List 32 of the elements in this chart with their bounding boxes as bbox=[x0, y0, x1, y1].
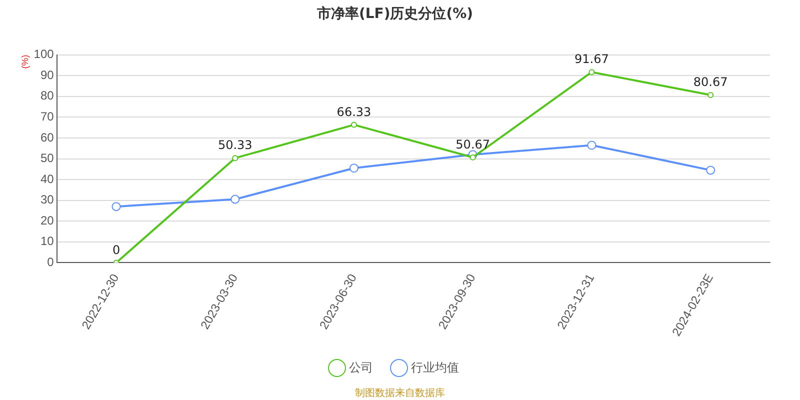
point bbox=[230, 194, 240, 204]
y-tick-label: 20 bbox=[40, 213, 54, 228]
y-tick-label: 60 bbox=[40, 130, 54, 144]
point bbox=[470, 154, 476, 160]
y-tick-label: 10 bbox=[40, 234, 54, 248]
point bbox=[587, 140, 596, 150]
y-tick-label: 30 bbox=[40, 192, 54, 207]
point bbox=[708, 92, 714, 98]
point bbox=[588, 69, 595, 76]
y-tick-label: 100 bbox=[34, 47, 54, 62]
text: 制图数据来自数据库 bbox=[354, 386, 446, 400]
point bbox=[232, 155, 238, 162]
data-label: 50.33 bbox=[218, 138, 252, 152]
y-tick-label: 50 bbox=[40, 151, 54, 166]
legend-label: 公司 bbox=[349, 360, 373, 374]
y-tick-label: 90 bbox=[40, 68, 54, 82]
data-label: 50.67 bbox=[456, 137, 490, 152]
y-tick-label: 0 bbox=[47, 255, 54, 270]
data-label: 80.67 bbox=[693, 75, 728, 90]
y-axis-title: (%) bbox=[20, 54, 30, 69]
point bbox=[350, 122, 357, 128]
point bbox=[706, 166, 716, 175]
y-tick-label: 80 bbox=[40, 88, 54, 103]
data-label: 0 bbox=[112, 242, 120, 257]
y-tick-label: 40 bbox=[40, 172, 54, 186]
data-label: 91.67 bbox=[574, 52, 609, 66]
point bbox=[349, 164, 358, 173]
point bbox=[112, 202, 121, 212]
data-label: 66.33 bbox=[336, 104, 372, 119]
chart-title: 市净率(LF)历史分位(%) bbox=[316, 5, 474, 22]
y-tick-label: 70 bbox=[40, 109, 54, 124]
legend-label: 行业均值 bbox=[411, 360, 459, 374]
